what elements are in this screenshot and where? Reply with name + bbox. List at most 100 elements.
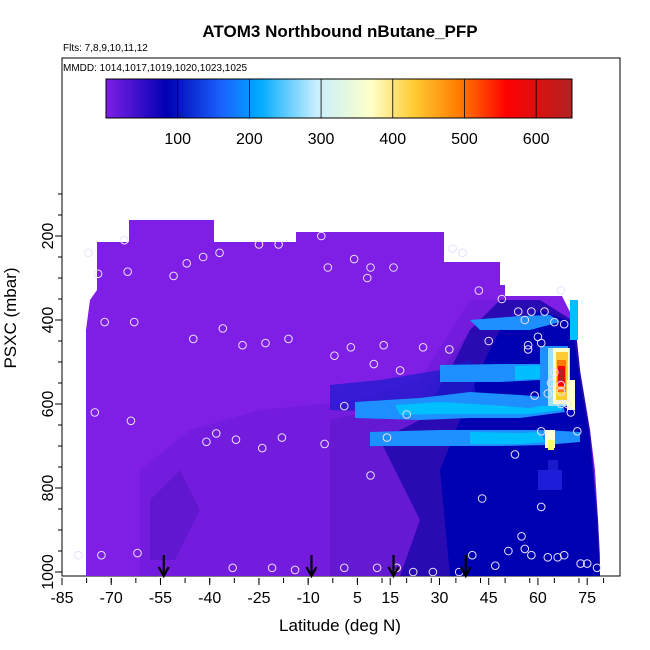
x-tick-label: 75 (578, 590, 596, 607)
sample-point (408, 567, 418, 576)
sample-point (274, 240, 283, 249)
sample-point (123, 267, 132, 277)
x-axis: -85 -70 -55 -40 -25 -10 5 15 30 45 60 75 (50, 578, 605, 607)
colorbar-tick-label: 600 (523, 131, 550, 148)
sample-point (556, 380, 566, 390)
sample-point (536, 338, 546, 348)
sample-point (290, 565, 300, 575)
sample-markers (74, 231, 602, 576)
sample-point (523, 340, 533, 350)
sample-point (100, 317, 109, 327)
x-tick-label: -70 (100, 590, 123, 607)
sample-point (133, 548, 142, 558)
sample-point (389, 263, 398, 272)
sample-point (74, 550, 83, 560)
sample-point (188, 334, 198, 344)
sample-point (576, 559, 585, 568)
flights-note: Flts: 7,8,9,10,11,12 (63, 43, 148, 54)
y-tick-label: 600 (40, 391, 57, 418)
sample-point (277, 433, 287, 442)
sample-point (372, 563, 382, 573)
y-tick-label: 1000 (40, 554, 57, 590)
sample-point (284, 334, 293, 344)
sample-point (228, 563, 237, 573)
sample-point (540, 307, 549, 316)
x-tick-label: -85 (50, 590, 73, 607)
colorbar: 100 200 300 400 500 600 (105, 78, 573, 148)
sample-point (211, 429, 221, 438)
sample-point (536, 427, 546, 436)
sample-point (445, 345, 454, 354)
sample-point (215, 248, 224, 258)
heatmap-field (86, 220, 600, 576)
sample-point (379, 340, 388, 350)
y-tick-label: 200 (40, 223, 57, 250)
sample-point (536, 502, 546, 512)
sample-point (563, 399, 572, 409)
sample-point (556, 286, 566, 295)
sample-point (90, 408, 100, 417)
colorbar-gradient (105, 78, 573, 119)
sample-point (448, 244, 457, 253)
sample-point (477, 494, 487, 503)
x-tick-label: 60 (529, 590, 547, 607)
sample-point (330, 351, 339, 361)
sample-point (559, 550, 569, 560)
sample-point (497, 294, 507, 304)
sample-point (517, 532, 526, 541)
sample-point (362, 273, 372, 283)
colorbar-ticks: 100 200 300 400 500 600 (164, 79, 550, 148)
sample-point (566, 408, 576, 417)
sample-point (402, 410, 411, 419)
sample-point (366, 263, 375, 272)
colorbar-tick-label: 500 (451, 131, 478, 148)
sample-point (543, 553, 553, 562)
sample-point (320, 439, 329, 449)
x-tick-label: -10 (297, 590, 320, 607)
y-axis-label: PSXC (mbar) (1, 267, 20, 368)
sample-point (527, 307, 536, 316)
sample-point (169, 271, 178, 281)
sample-point (339, 401, 349, 411)
sample-point (346, 343, 356, 352)
sample-point (490, 561, 500, 571)
sample-point (126, 416, 136, 426)
sample-point (556, 387, 566, 396)
latitude-arrows (157, 555, 472, 579)
sample-point (428, 567, 438, 576)
sample-point (523, 345, 533, 354)
sample-point (467, 550, 477, 560)
x-tick-label: -55 (149, 590, 172, 607)
latitude-arrow-head (459, 566, 472, 579)
sample-point (267, 563, 277, 573)
sample-point (198, 252, 208, 262)
sample-point (182, 259, 192, 268)
sample-point (257, 443, 267, 453)
sample-point (418, 343, 428, 352)
y-tick-label: 400 (40, 307, 57, 334)
x-tick-label: -25 (247, 590, 270, 607)
latitude-arrow-head (305, 566, 318, 579)
sample-point (510, 450, 520, 459)
chart-title: ATOM3 Northbound nButane_PFP (202, 22, 477, 41)
sample-point (129, 317, 139, 327)
sample-point (382, 433, 392, 442)
sample-point (513, 307, 523, 316)
y-tick-label: 800 (40, 475, 57, 502)
sample-point (349, 254, 359, 264)
x-tick-label: 15 (381, 590, 399, 607)
sample-point (559, 319, 569, 329)
x-tick-label: 45 (480, 590, 498, 607)
sample-point (543, 389, 553, 398)
x-tick-label: -40 (198, 590, 221, 607)
sample-point (339, 563, 349, 573)
sample-point (484, 336, 494, 346)
sample-point (573, 427, 582, 436)
sample-point (504, 546, 513, 556)
sample-point (93, 269, 103, 279)
sample-point (254, 240, 264, 249)
colorbar-tick-label: 200 (236, 131, 263, 148)
sample-point (202, 437, 211, 447)
latitude-arrow-head (387, 566, 400, 579)
sample-point (553, 553, 562, 562)
